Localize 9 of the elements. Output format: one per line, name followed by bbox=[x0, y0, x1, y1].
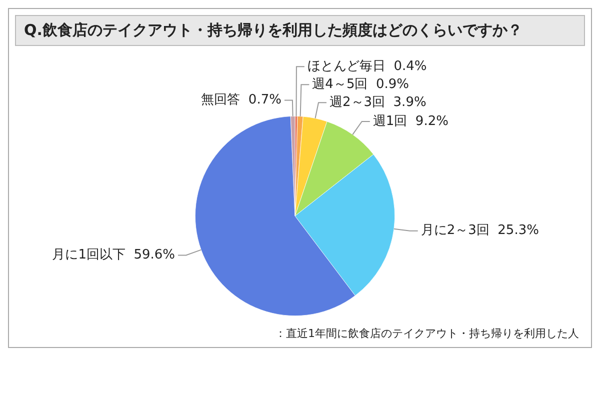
slice-label: ほとんど毎日 0.4% bbox=[307, 58, 427, 74]
slice-label: 無回答 0.7% bbox=[201, 92, 282, 108]
slice-label: 週2～3回 3.9% bbox=[329, 94, 426, 110]
slice-label: 月に2～3回 25.3% bbox=[420, 223, 539, 238]
slice-label: 週1回 9.2% bbox=[372, 114, 448, 129]
chart-title: Q.飲食店のテイクアウト・持ち帰りを利用した頻度はどのくらいですか？ bbox=[15, 15, 585, 46]
text: ：直近1年間に飲食店のテイクアウト・持ち帰りを利用した人 bbox=[274, 326, 580, 341]
slice-label: 週4～5回 0.9% bbox=[312, 76, 410, 92]
slice-label: 月に1回以下 59.6% bbox=[52, 248, 176, 263]
